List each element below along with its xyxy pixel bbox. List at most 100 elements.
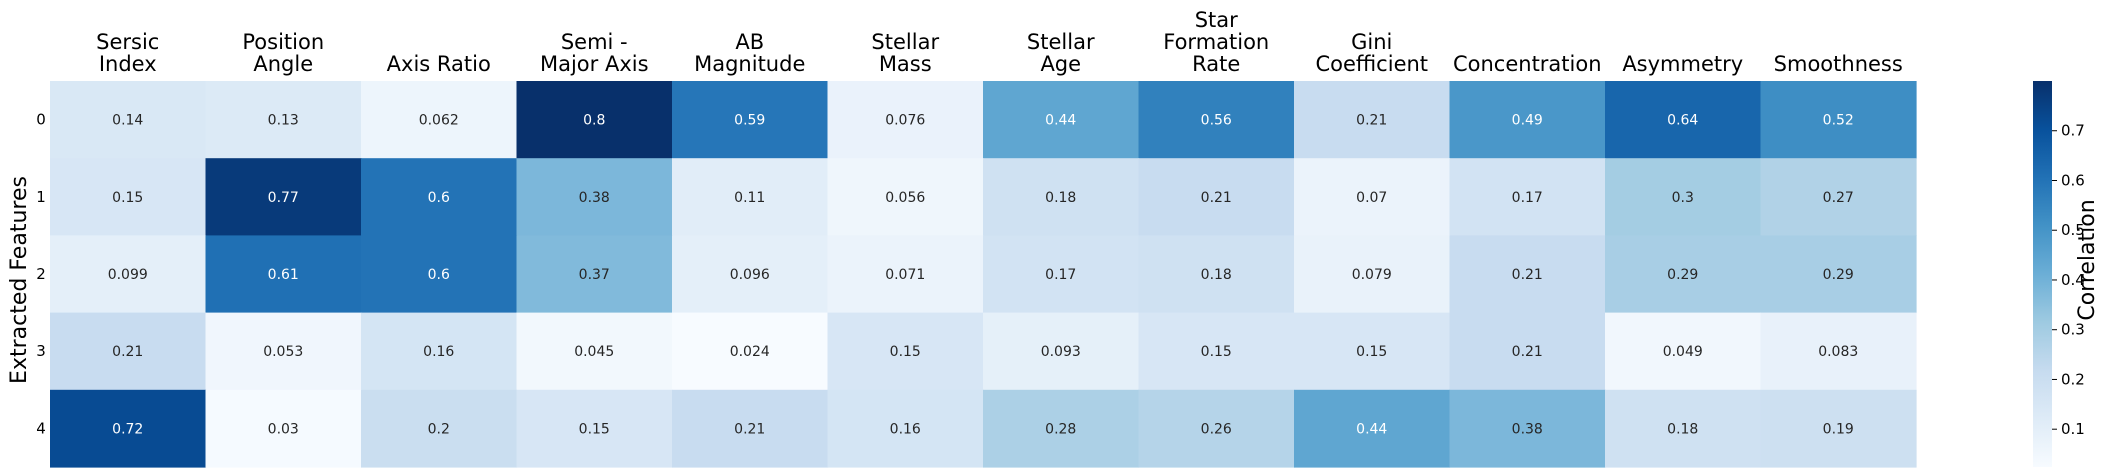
column-label: Semi -Major Axis: [540, 30, 649, 76]
cell-value-label: 0.17: [1045, 267, 1076, 283]
cell-value-label: 0.03: [268, 421, 299, 437]
column-label: Stellar Mass: [871, 30, 939, 76]
heatmap-cell: [516, 235, 673, 314]
heatmap-cell: [983, 235, 1140, 314]
heatmap-cell: [361, 81, 518, 159]
cell-value-label: 0.16: [423, 344, 454, 360]
heatmap-cell: [827, 235, 984, 314]
cell-value-label: 0.44: [1356, 421, 1387, 437]
heatmap-cell: [672, 389, 829, 468]
heatmap-cell: [1138, 81, 1295, 159]
colorbar-title: Correlation: [2075, 199, 2100, 320]
colorbar-tick-label: 0.2: [2061, 370, 2085, 388]
heatmap-cell: [1294, 389, 1451, 468]
heatmap-cell: [1449, 235, 1606, 314]
heatmap-cell: [50, 158, 207, 236]
cell-value-label: 0.56: [1201, 113, 1232, 129]
heatmap-cell: [516, 312, 673, 391]
heatmap-cell: [1605, 81, 1762, 159]
cell-value-label: 0.72: [112, 421, 143, 437]
heatmap-cell: [1138, 312, 1295, 391]
heatmap-cell: [205, 312, 362, 391]
heatmap-cell: [672, 312, 829, 391]
cell-value-label: 0.21: [1512, 267, 1543, 283]
heatmap-cell: [1138, 389, 1295, 468]
heatmap-cell: [1138, 235, 1295, 314]
cell-value-label: 0.053: [263, 344, 303, 360]
cell-value-label: 0.15: [1356, 344, 1387, 360]
cell-value-label: 0.21: [1201, 190, 1232, 206]
heatmap-cell: [516, 81, 673, 159]
cell-value-label: 0.096: [730, 267, 770, 283]
colorbar-tick-label: 0.4: [2061, 271, 2085, 289]
cell-value-label: 0.52: [1823, 113, 1854, 129]
cell-value-label: 0.099: [108, 267, 148, 283]
heatmap-cell: [1760, 389, 1917, 468]
row-labels: 0 1 2 3 4: [36, 111, 46, 438]
column-label: Axis Ratio: [387, 52, 491, 76]
cell-value-label: 0.27: [1823, 190, 1854, 206]
heatmap-cell: [827, 312, 984, 391]
colorbar-tick-label: 0.7: [2061, 122, 2085, 140]
cell-value-label: 0.15: [890, 344, 921, 360]
heatmap-cell: [1605, 158, 1762, 236]
cell-value-label: 0.024: [730, 344, 770, 360]
heatmap-cell: [983, 312, 1140, 391]
cell-value-label: 0.64: [1667, 113, 1698, 129]
heatmap-cell: [205, 389, 362, 468]
heatmap-cell: [1294, 235, 1451, 314]
heatmap-cell: [50, 235, 207, 314]
heatmap-cell-labels: 0.14 0.13 0.062 0.8 0.59 0.076 0.44 0.56 0.21 0.4…: [108, 113, 1859, 438]
cell-value-label: 0.079: [1352, 267, 1392, 283]
cell-value-label: 0.59: [734, 113, 765, 129]
colorbar-gradient: [2033, 81, 2052, 467]
heatmap-cell: [1294, 81, 1451, 159]
cell-value-label: 0.2: [428, 421, 450, 437]
cell-value-label: 0.083: [1818, 344, 1858, 360]
heatmap-cell: [516, 389, 673, 468]
cell-value-label: 0.18: [1667, 421, 1698, 437]
heatmap-cell: [983, 158, 1140, 236]
heatmap-cell: [1760, 235, 1917, 314]
heatmap-cell: [672, 158, 829, 236]
heatmap-cell: [361, 312, 518, 391]
cell-value-label: 0.77: [268, 190, 299, 206]
heatmap-cell: [1760, 312, 1917, 391]
heatmap-cell: [672, 235, 829, 314]
cell-value-label: 0.15: [112, 190, 143, 206]
heatmap-cell: [1760, 158, 1917, 236]
cell-value-label: 0.29: [1667, 267, 1698, 283]
row-label: 2: [36, 265, 46, 283]
heatmap-cell: [205, 235, 362, 314]
heatmap-cell: [205, 158, 362, 236]
heatmap-cell: [1449, 389, 1606, 468]
cell-value-label: 0.38: [579, 190, 610, 206]
colorbar-tick-label: 0.6: [2061, 171, 2085, 189]
cell-value-label: 0.13: [268, 113, 299, 129]
cell-value-label: 0.3: [1672, 190, 1694, 206]
colorbar: 0.1 0.2 0.3 0.4 0.5 0.6 0.7: [2033, 81, 2085, 467]
column-label: Asymmetry: [1622, 52, 1743, 76]
cell-value-label: 0.18: [1201, 267, 1232, 283]
cell-value-label: 0.61: [268, 267, 299, 283]
column-labels: Sersic Index Position Angle Axis Ratio Semi -…: [96, 8, 1903, 76]
cell-value-label: 0.21: [112, 344, 143, 360]
cell-value-label: 0.21: [1356, 113, 1387, 129]
heatmap-cell: [516, 158, 673, 236]
cell-value-label: 0.28: [1045, 421, 1076, 437]
y-axis-title: Extracted Features: [7, 176, 32, 384]
column-label: AB Magnitude: [694, 30, 805, 76]
cell-value-label: 0.18: [1045, 190, 1076, 206]
cell-value-label: 0.11: [734, 190, 765, 206]
row-label: 0: [36, 111, 46, 129]
heatmap-cell: [1294, 312, 1451, 391]
heatmap-cell: [1605, 389, 1762, 468]
cell-value-label: 0.49: [1512, 113, 1543, 129]
heatmap-cell: [983, 389, 1140, 468]
heatmap-cell: [50, 312, 207, 391]
heatmap-cell: [1449, 158, 1606, 236]
colorbar-tick-label: 0.1: [2061, 420, 2085, 438]
row-label: 3: [36, 342, 46, 360]
column-label: Smoothness: [1774, 52, 1903, 76]
